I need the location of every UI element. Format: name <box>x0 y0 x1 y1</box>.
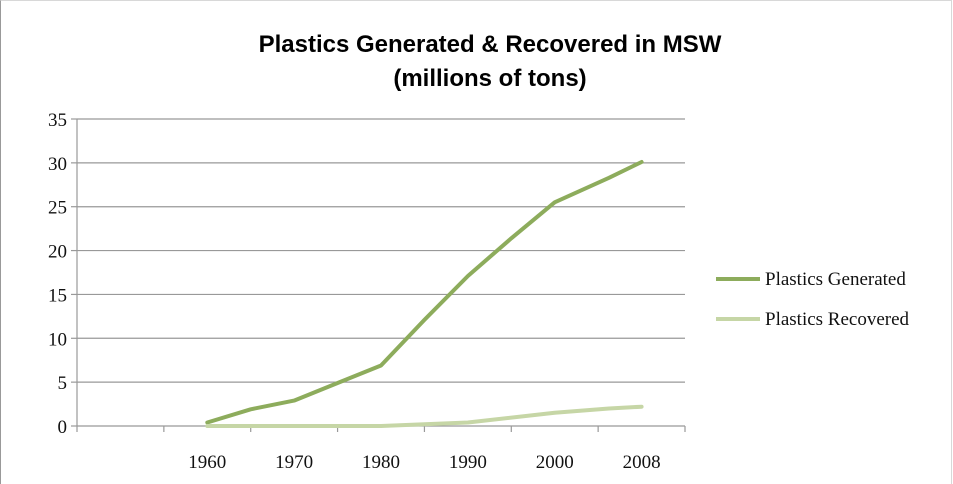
y-axis-tick-labels: 0 5 10 15 20 25 30 35 <box>48 110 67 438</box>
legend-label: Plastics Recovered <box>765 309 910 330</box>
y-tick-label: 20 <box>48 242 67 263</box>
x-tick-label: 1960 <box>188 452 226 473</box>
y-tick-label: 10 <box>48 329 67 350</box>
y-tick-label: 25 <box>48 198 67 219</box>
series-lines <box>205 160 644 428</box>
series-line-plastics-generated <box>205 160 644 425</box>
axes <box>71 118 686 432</box>
y-tick-label: 15 <box>48 285 67 306</box>
chart-title: Plastics Generated & Recovered in MSW (m… <box>150 28 830 96</box>
y-tick-label: 35 <box>48 110 67 131</box>
chart-subtitle: (millions of tons) <box>393 65 587 92</box>
legend: Plastics Generated Plastics Recovered <box>716 269 910 330</box>
x-tick-label: 2000 <box>536 452 574 473</box>
x-tick-label: 1980 <box>362 452 400 473</box>
series-line-plastics-recovered <box>205 404 644 428</box>
x-tick-label: 1990 <box>449 452 487 473</box>
y-tick-label: 30 <box>48 154 67 175</box>
y-tick-label: 5 <box>58 373 68 394</box>
gridlines <box>77 118 685 383</box>
legend-label: Plastics Generated <box>765 269 906 290</box>
x-tick-label: 1970 <box>275 452 313 473</box>
y-tick-label: 0 <box>58 417 68 438</box>
x-tick-label: 2008 <box>623 452 661 473</box>
x-axis-tick-labels: 1960 1970 1980 1990 2000 2008 <box>188 452 660 473</box>
chart-title-line: Plastics Generated & Recovered in MSW <box>258 31 722 58</box>
